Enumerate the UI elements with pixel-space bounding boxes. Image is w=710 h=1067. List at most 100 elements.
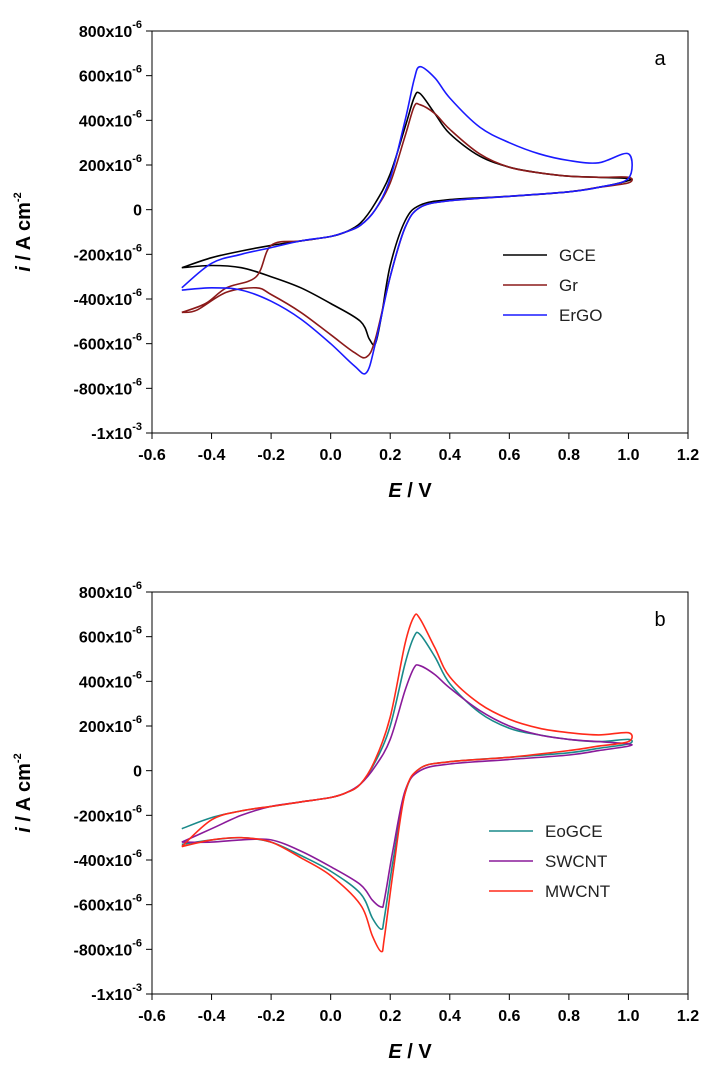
y-tick-base: -1x10 [91, 426, 132, 443]
y-tick-exponent: -6 [132, 376, 142, 388]
y-tick-base: -600x10 [74, 898, 133, 915]
y-tick-base: 400x10 [79, 674, 132, 691]
y-axis-title: i / A cm-2 [12, 192, 35, 271]
x-tick-label: -0.6 [138, 447, 166, 464]
y-tick-base: -800x10 [74, 942, 133, 959]
y-tick-exponent: -6 [132, 625, 142, 637]
y-axis-exponent: -2 [12, 753, 24, 763]
plot-frame [151, 30, 689, 434]
y-tick-base: -200x10 [74, 808, 133, 825]
y-tick-base: 0 [133, 764, 142, 781]
legend-label-mwcnt: MWCNT [545, 882, 610, 901]
x-tick-label: 0.0 [320, 1008, 342, 1025]
x-axis-title: E / V [388, 1041, 432, 1063]
x-axis-title: E / V [388, 480, 432, 502]
x-tick-label: 0.8 [558, 1008, 580, 1025]
x-tick-label: -0.2 [257, 447, 285, 464]
chart-panel-a: -0.6 -0.4 -0.2 0.0 0.2 0.4 0.6 0.8 1.0 1.2800x10-… [12, 19, 699, 502]
y-tick-base: 200x10 [79, 719, 132, 736]
y-tick-label: -1x10-3 [91, 421, 142, 443]
legend-label-gr: Gr [559, 276, 578, 295]
y-tick-exponent: -6 [132, 153, 142, 165]
y-axis-exponent: -2 [12, 192, 24, 202]
x-tick-label: 0.2 [379, 1008, 401, 1025]
y-tick-exponent: -3 [132, 982, 142, 994]
legend-label-eogce: EoGCE [545, 822, 603, 841]
y-axis-title: i / A cm-2 [12, 753, 35, 832]
y-tick-base: 800x10 [79, 585, 132, 602]
panel-label: b [654, 609, 665, 631]
y-tick-base: 600x10 [79, 69, 132, 86]
y-axis-symbol: i [13, 266, 35, 272]
y-tick-exponent: -6 [132, 332, 142, 344]
x-tick-label: 0.6 [498, 1008, 520, 1025]
x-tick-label: -0.6 [138, 1008, 166, 1025]
y-tick-base: 600x10 [79, 630, 132, 647]
y-tick-label: -200x10-6 [74, 242, 143, 264]
y-tick-label: -200x10-6 [74, 803, 143, 825]
y-tick-base: -600x10 [74, 337, 133, 354]
y-tick-label: -400x10-6 [74, 848, 143, 870]
y-tick-label: -600x10-6 [74, 893, 143, 915]
series-line-ergo [181, 65, 633, 375]
x-tick-label: -0.4 [198, 447, 226, 464]
y-tick-exponent: -6 [132, 108, 142, 120]
y-tick-label: 800x10-6 [79, 580, 142, 602]
y-tick-base: -400x10 [74, 853, 133, 870]
plot-frame [151, 591, 689, 995]
y-tick-label: -800x10-6 [74, 937, 143, 959]
y-tick-label: 0 [133, 203, 142, 220]
y-tick-base: 400x10 [79, 113, 132, 130]
x-tick-label: -0.4 [198, 1008, 226, 1025]
legend-label-ergo: ErGO [559, 306, 602, 325]
y-tick-exponent: -3 [132, 421, 142, 433]
y-tick-label: 600x10-6 [79, 64, 142, 86]
legend-label-gce: GCE [559, 246, 596, 265]
y-tick-label: -800x10-6 [74, 376, 143, 398]
y-tick-label: 400x10-6 [79, 669, 142, 691]
y-tick-base: 0 [133, 203, 142, 220]
x-tick-label: 1.0 [617, 447, 639, 464]
x-tick-label: 1.0 [617, 1008, 639, 1025]
y-axis-unit: / A cm [13, 202, 35, 266]
y-tick-base: 800x10 [79, 24, 132, 41]
y-tick-base: -1x10 [91, 987, 132, 1004]
x-tick-label: 0.4 [439, 1008, 461, 1025]
y-tick-label: 200x10-6 [79, 153, 142, 175]
x-tick-label: 0.8 [558, 447, 580, 464]
y-tick-label: -400x10-6 [74, 287, 143, 309]
y-tick-exponent: -6 [132, 287, 142, 299]
x-tick-label: 1.2 [677, 447, 699, 464]
y-tick-exponent: -6 [132, 937, 142, 949]
y-tick-exponent: -6 [132, 669, 142, 681]
y-tick-exponent: -6 [132, 803, 142, 815]
y-tick-base: 200x10 [79, 158, 132, 175]
y-tick-base: -200x10 [74, 247, 133, 264]
x-tick-label: 0.6 [498, 447, 520, 464]
y-tick-exponent: -6 [132, 714, 142, 726]
y-tick-label: 0 [133, 764, 142, 781]
x-tick-label: -0.2 [257, 1008, 285, 1025]
y-tick-exponent: -6 [132, 242, 142, 254]
x-axis-symbol: E [388, 1041, 402, 1063]
x-tick-label: 0.4 [439, 447, 461, 464]
y-tick-label: 600x10-6 [79, 625, 142, 647]
y-tick-exponent: -6 [132, 893, 142, 905]
y-tick-base: -800x10 [74, 381, 133, 398]
y-tick-exponent: -6 [132, 19, 142, 31]
y-tick-exponent: -6 [132, 848, 142, 860]
y-tick-base: -400x10 [74, 292, 133, 309]
series-line-mwcnt [181, 613, 633, 953]
x-tick-label: 0.0 [320, 447, 342, 464]
x-tick-label: 1.2 [677, 1008, 699, 1025]
y-tick-label: -1x10-3 [91, 982, 142, 1004]
y-axis-symbol: i [13, 827, 35, 833]
x-axis-symbol: E [388, 480, 402, 502]
y-tick-label: -600x10-6 [74, 332, 143, 354]
y-axis-unit: / A cm [13, 763, 35, 827]
x-axis-unit: / V [402, 1041, 433, 1063]
y-tick-label: 200x10-6 [79, 714, 142, 736]
legend-label-swcnt: SWCNT [545, 852, 607, 871]
x-axis-unit: / V [402, 480, 433, 502]
